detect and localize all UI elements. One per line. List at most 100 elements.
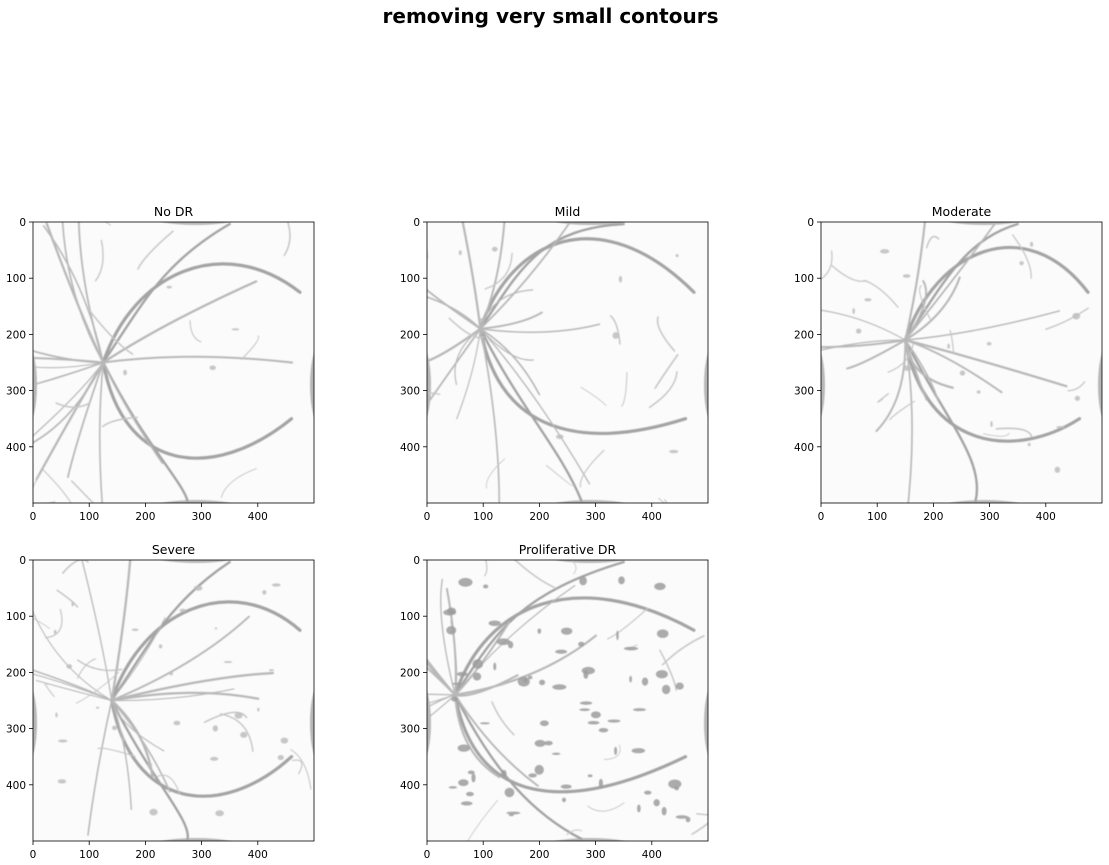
- y-tick-label: 0: [19, 555, 26, 567]
- vessel: [579, 449, 605, 488]
- vessel: [691, 822, 708, 835]
- edge-shadow: [33, 690, 37, 755]
- lesion-spot: [631, 748, 646, 754]
- lesion-spot: [1054, 466, 1061, 473]
- lesion-spot: [539, 720, 549, 727]
- lesion-spot: [193, 585, 203, 591]
- lesion-spot: [539, 679, 546, 686]
- x-tick-label: 100: [867, 511, 887, 523]
- vessel: [110, 560, 132, 702]
- lesion-spot: [641, 677, 649, 686]
- vessel: [904, 338, 979, 503]
- vessel: [1067, 381, 1086, 392]
- lesion-spot: [231, 328, 240, 331]
- x-tick-label: 300: [192, 511, 212, 523]
- vessel: [427, 694, 456, 709]
- vessel: [137, 230, 174, 270]
- lesion-spot: [131, 628, 139, 631]
- vessel: [102, 355, 294, 364]
- vessel: [479, 327, 583, 503]
- lesion-spot: [472, 672, 482, 681]
- edge-shadow: [554, 838, 626, 841]
- lesion-spot: [1074, 395, 1081, 401]
- lesion-spot: [618, 576, 625, 585]
- lesion-spot: [271, 583, 281, 587]
- edge-shadow: [948, 222, 1020, 225]
- lesion-spot: [655, 670, 668, 679]
- lesion-spot: [451, 682, 462, 685]
- vessel: [571, 560, 577, 575]
- lesion-spot: [483, 584, 489, 589]
- lesion-spot: [479, 722, 490, 725]
- vessel: [45, 222, 105, 364]
- subplot-1: No DR 0 100 200 300 400 0 100 200 300 400: [6, 204, 315, 523]
- vessel: [101, 360, 294, 460]
- y-tick-label: 100: [794, 273, 814, 285]
- edge-shadow: [1098, 352, 1102, 417]
- vessel: [603, 744, 621, 760]
- lesion-spot: [632, 708, 647, 712]
- vessel: [33, 474, 40, 488]
- x-tick-label: 400: [642, 511, 662, 523]
- lesion-spot: [158, 644, 163, 649]
- edge-shadow: [160, 838, 232, 841]
- axes-frame: [32, 559, 315, 842]
- y-tick-label: 400: [794, 442, 814, 454]
- vessel: [566, 829, 583, 836]
- y-tick-label: 0: [413, 555, 420, 567]
- lesion-spot: [507, 641, 514, 649]
- vessel: [514, 560, 557, 589]
- lesion-spot: [448, 786, 458, 789]
- lesion-spot: [560, 784, 572, 789]
- vessel: [484, 252, 513, 290]
- lesion-spot: [458, 779, 469, 787]
- lesion-spot: [1029, 241, 1034, 247]
- vessel: [156, 774, 180, 795]
- vessel: [42, 469, 72, 503]
- lesion-spot: [262, 590, 267, 595]
- vessel: [98, 361, 105, 503]
- vessel: [607, 607, 649, 640]
- vessel: [427, 288, 482, 330]
- vessel: [587, 802, 625, 812]
- lesion-spot: [644, 790, 652, 795]
- lesion-spot: [661, 684, 671, 695]
- vessel: [479, 323, 601, 333]
- vessel: [35, 361, 105, 481]
- vessel-network: [33, 222, 314, 503]
- vessel: [453, 560, 625, 697]
- vessel: [240, 335, 260, 361]
- vessel: [427, 327, 482, 363]
- lesion-spot: [1072, 312, 1081, 320]
- y-tick-label: 200: [6, 667, 26, 679]
- x-tick-label: 0: [30, 849, 37, 861]
- lesion-spot: [112, 725, 117, 731]
- vessel: [76, 658, 97, 679]
- lesion-spot: [460, 801, 473, 806]
- vessel: [479, 327, 541, 396]
- lesion-spot: [528, 773, 537, 778]
- lesion-spot: [53, 629, 57, 635]
- lesion-spot: [583, 670, 589, 679]
- vessel: [479, 327, 501, 503]
- vessel: [889, 400, 915, 421]
- x-tick-label: 300: [192, 849, 212, 861]
- lesion-spot: [147, 762, 153, 768]
- vessel: [33, 361, 105, 386]
- vessel: [110, 600, 302, 703]
- y-tick-label: 100: [6, 273, 26, 285]
- lesion-spot: [637, 804, 641, 813]
- lesion-spot: [96, 706, 100, 709]
- subplot-title: Moderate: [932, 204, 992, 219]
- y-tick-label: 300: [400, 724, 420, 736]
- vessel: [1011, 234, 1032, 279]
- vessel: [949, 329, 955, 354]
- vessel: [479, 328, 591, 485]
- lesion-spot: [458, 577, 473, 587]
- vessel: [71, 480, 95, 503]
- vessel: [846, 338, 907, 370]
- lesion-spot: [1056, 425, 1066, 429]
- lesion-spot: [467, 770, 475, 775]
- lesion-spot: [578, 641, 585, 647]
- vessel: [454, 693, 539, 787]
